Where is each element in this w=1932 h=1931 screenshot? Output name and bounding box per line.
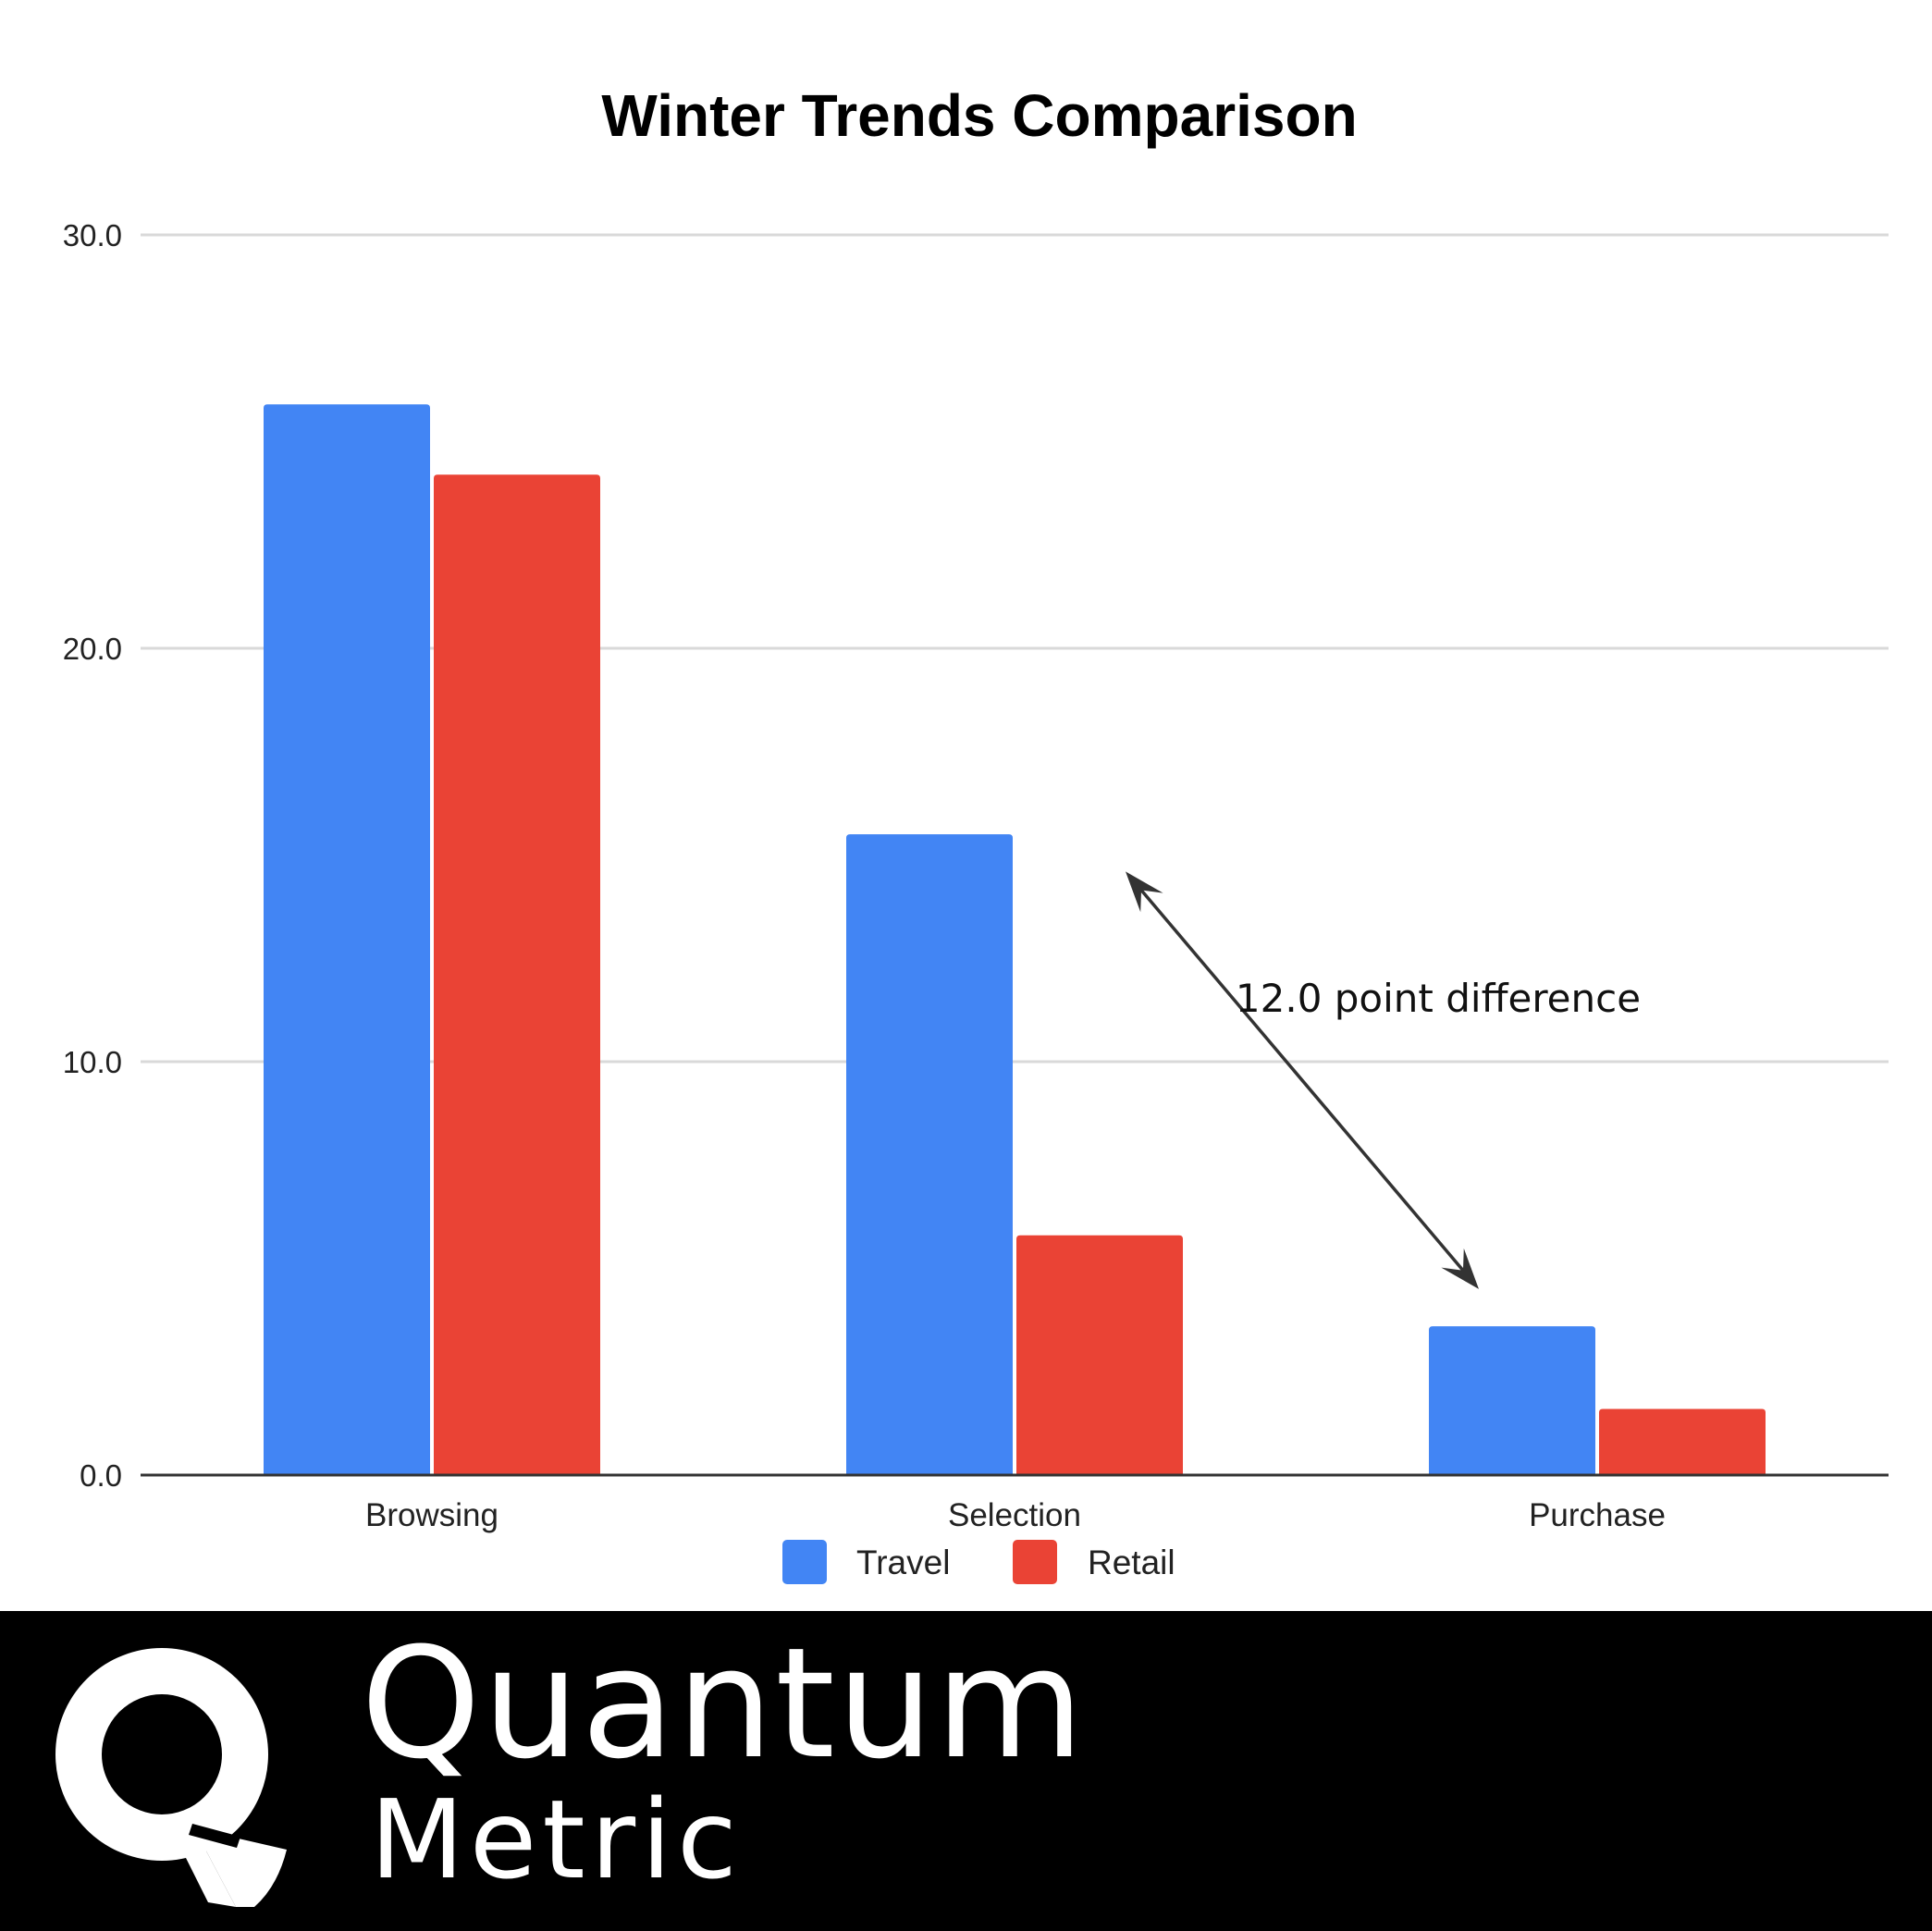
bars bbox=[264, 404, 1766, 1475]
bar-retail-selection bbox=[1016, 1235, 1183, 1475]
y-tick-label: 0.0 bbox=[80, 1458, 122, 1493]
brand-footer: Quantum Metric bbox=[0, 1611, 1932, 1931]
x-category-label: Purchase bbox=[1529, 1497, 1666, 1533]
bar-retail-browsing bbox=[434, 474, 600, 1475]
annotation-arrowhead-end bbox=[1441, 1248, 1479, 1289]
legend-swatch-travel bbox=[782, 1540, 827, 1584]
legend-swatch-retail bbox=[1013, 1540, 1057, 1584]
y-tick-label: 30.0 bbox=[63, 218, 122, 252]
axes: 0.0 10.0 20.0 30.0 Browsing Selection Purchase bbox=[63, 218, 1889, 1533]
bar-travel-selection bbox=[846, 834, 1013, 1475]
legend: Travel Retail bbox=[782, 1540, 1175, 1584]
brand-name-quantum: Quantum bbox=[361, 1615, 1087, 1792]
y-tick-label: 20.0 bbox=[63, 632, 122, 666]
annotation-arrow-line bbox=[1139, 889, 1465, 1273]
brand-name-metric: Metric bbox=[370, 1776, 743, 1903]
annotation-label: 12.0 point difference bbox=[1236, 976, 1641, 1021]
x-category-label: Selection bbox=[948, 1497, 1081, 1533]
x-category-label: Browsing bbox=[365, 1497, 498, 1533]
legend-label-retail: Retail bbox=[1088, 1544, 1175, 1581]
chart-area: Winter Trends Comparison 0.0 10.0 20.0 30.0… bbox=[63, 82, 1889, 1584]
chart-title: Winter Trends Comparison bbox=[601, 82, 1357, 149]
quantum-metric-q-logo-icon bbox=[55, 1648, 287, 1907]
y-tick-label: 10.0 bbox=[63, 1045, 122, 1079]
annotation: 12.0 point difference bbox=[1126, 871, 1641, 1289]
gridlines bbox=[141, 233, 1889, 1064]
bar-travel-purchase bbox=[1429, 1326, 1595, 1475]
annotation-arrowhead-start bbox=[1126, 871, 1163, 913]
bar-retail-purchase bbox=[1599, 1408, 1766, 1475]
bar-travel-browsing bbox=[264, 404, 430, 1475]
bar-chart: Winter Trends Comparison 0.0 10.0 20.0 30.0… bbox=[63, 82, 1889, 1584]
legend-label-travel: Travel bbox=[856, 1544, 950, 1581]
